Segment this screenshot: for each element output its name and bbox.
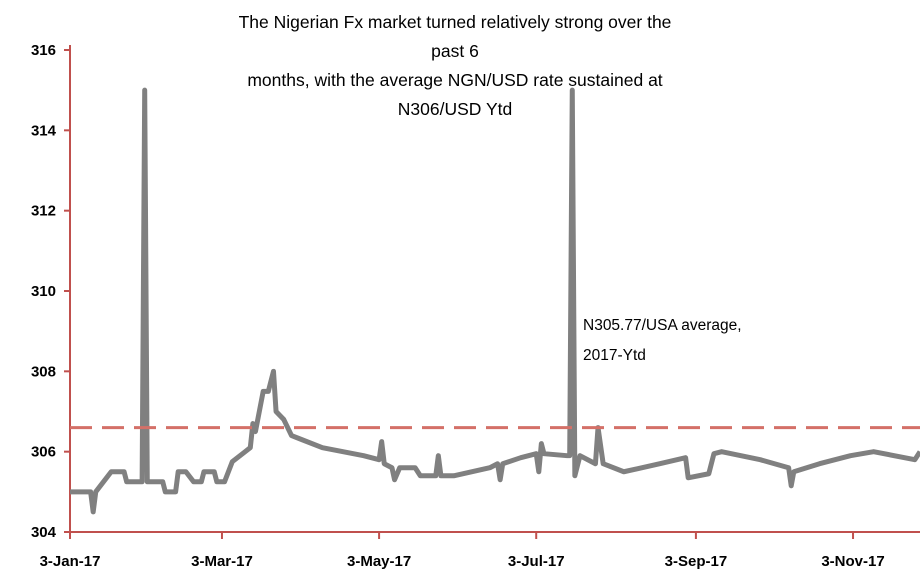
y-tick-label: 310: [31, 283, 56, 300]
chart-title: The Nigerian Fx market turned relatively…: [238, 12, 672, 119]
series-line: [70, 87, 920, 515]
y-tick-label: 308: [31, 363, 56, 380]
y-tick-label: 306: [31, 444, 56, 461]
x-tick-label: 3-Nov-17: [821, 553, 884, 570]
x-tick-label: 3-May-17: [347, 553, 411, 570]
x-tick-label: 3-Sep-17: [665, 553, 728, 570]
y-tick-label: 314: [31, 122, 57, 139]
y-tick-label: 316: [31, 42, 56, 59]
x-tick-label: 3-Jan-17: [40, 553, 101, 570]
annotation: N305.77/USA average, 2017-Ytd: [583, 317, 742, 364]
x-tick-label: 3-Mar-17: [191, 553, 253, 570]
x-tick-label: 3-Jul-17: [508, 553, 565, 570]
y-tick-label: 312: [31, 203, 56, 220]
y-tick-label: 304: [31, 524, 57, 541]
